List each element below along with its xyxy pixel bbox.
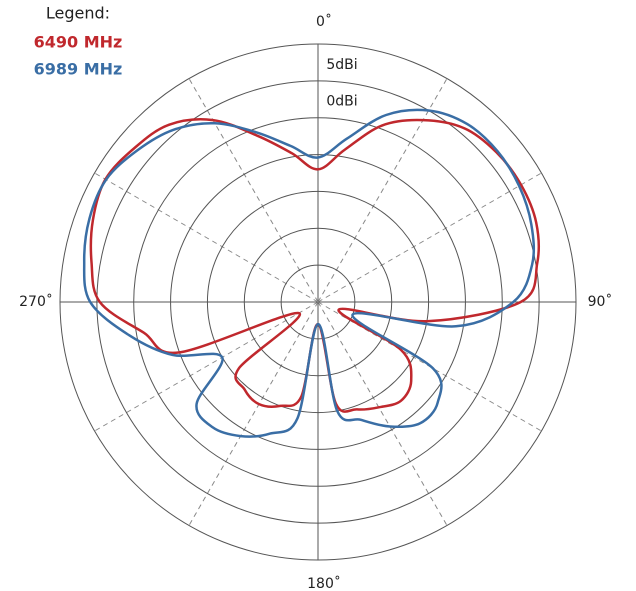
pattern-line <box>82 108 536 438</box>
ring <box>206 190 430 414</box>
ring <box>243 227 393 377</box>
ring <box>133 117 503 487</box>
theta-label: 180˚ <box>307 575 341 591</box>
theta-label: 0˚ <box>316 13 332 30</box>
r-label: 5dBi <box>326 57 357 73</box>
legend-title: Legend: <box>46 4 110 23</box>
theta-label: 90˚ <box>588 293 613 310</box>
ring <box>96 80 540 524</box>
spoke <box>94 172 319 303</box>
r-label: 0dBi <box>326 94 357 110</box>
spoke <box>317 172 542 303</box>
ring <box>170 154 466 450</box>
spoke <box>188 78 319 303</box>
ring <box>280 264 356 340</box>
legend-entry: 6490 MHz <box>34 33 123 52</box>
theta-label: 270˚ <box>19 293 53 310</box>
spoke <box>317 78 448 303</box>
ring <box>59 43 577 561</box>
spoke <box>188 301 319 526</box>
spoke <box>94 301 319 432</box>
spoke <box>317 301 448 526</box>
legend-entry: 6989 MHz <box>34 60 123 79</box>
